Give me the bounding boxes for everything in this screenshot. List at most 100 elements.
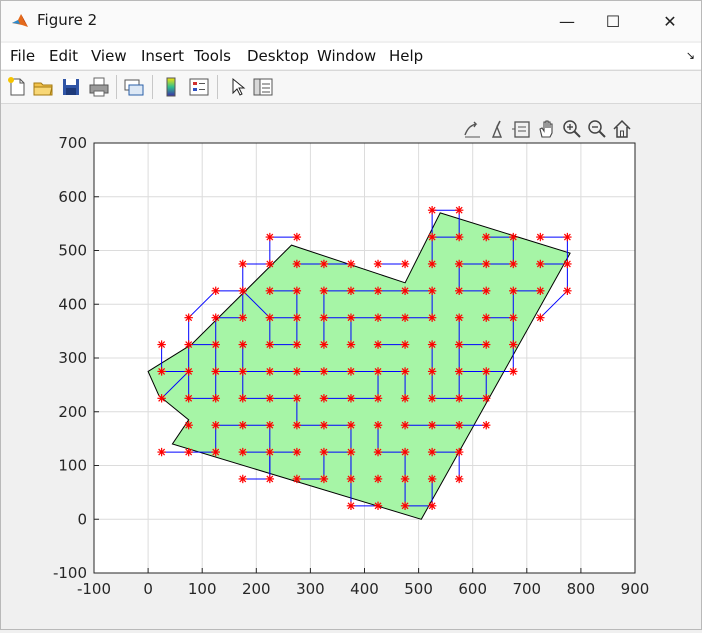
menu-tools[interactable]: Tools <box>194 47 231 65</box>
y-tick-label: 500 <box>58 242 87 260</box>
star-marker <box>157 394 166 403</box>
star-marker <box>292 313 302 322</box>
star-marker <box>292 420 302 430</box>
star-marker <box>184 313 193 322</box>
print-icon[interactable] <box>88 76 110 98</box>
star-marker <box>265 259 275 269</box>
toolbar-separator <box>217 75 218 99</box>
star-marker <box>427 286 437 296</box>
open-file-icon[interactable] <box>32 76 54 98</box>
star-marker <box>319 259 329 269</box>
star-marker <box>482 367 491 376</box>
curved-arrow-icon[interactable]: ↘ <box>685 49 695 62</box>
maximize-button[interactable]: ☐ <box>590 1 636 41</box>
legend-icon[interactable] <box>188 76 210 98</box>
menu-view[interactable]: View <box>91 47 127 65</box>
data-tips-icon[interactable] <box>512 121 530 138</box>
star-marker <box>454 313 464 322</box>
menu-help[interactable]: Help <box>389 47 424 65</box>
star-marker <box>319 394 329 403</box>
star-marker <box>373 420 383 430</box>
star-marker <box>482 394 491 403</box>
title-bar: Figure 2 — ☐ ✕ <box>1 1 701 41</box>
star-marker <box>292 474 302 484</box>
star-marker <box>400 474 410 484</box>
star-marker <box>509 367 518 376</box>
x-tick-label: 100 <box>188 580 217 598</box>
star-marker <box>319 367 329 376</box>
star-marker <box>454 259 464 269</box>
star-marker <box>238 340 247 349</box>
figure-toolbar <box>1 70 701 104</box>
star-marker <box>238 394 247 403</box>
x-tick-label: 500 <box>404 580 433 598</box>
star-marker <box>454 447 464 457</box>
y-tick-label: 700 <box>58 134 87 152</box>
star-marker <box>427 501 437 511</box>
star-marker <box>373 447 383 457</box>
star-marker <box>319 474 329 484</box>
export-icon[interactable] <box>464 121 480 138</box>
star-marker <box>454 205 464 215</box>
star-marker <box>157 367 166 376</box>
star-marker <box>427 205 437 215</box>
home-icon[interactable] <box>613 119 631 138</box>
star-marker <box>373 286 383 296</box>
property-inspector-icon[interactable] <box>252 76 274 98</box>
star-marker <box>265 340 275 349</box>
x-tick-label: 600 <box>458 580 487 598</box>
menu-bar: File Edit View Insert Tools Desktop Wind… <box>1 43 701 69</box>
colorbar-icon[interactable] <box>160 76 182 98</box>
star-marker <box>427 474 437 484</box>
star-marker <box>509 259 518 269</box>
star-marker <box>184 447 193 457</box>
menu-file[interactable]: File <box>10 47 36 65</box>
star-marker <box>265 474 275 484</box>
star-marker <box>346 447 356 457</box>
minimize-icon: — <box>559 11 575 31</box>
menu-edit[interactable]: Edit <box>49 47 79 65</box>
link-plot-icon[interactable] <box>123 76 145 98</box>
star-marker <box>346 501 356 511</box>
star-marker <box>427 340 437 349</box>
star-marker <box>211 286 220 296</box>
star-marker <box>427 394 437 403</box>
star-marker <box>346 394 356 403</box>
y-tick-label: 600 <box>58 188 87 206</box>
y-tick-label: 0 <box>77 510 87 528</box>
save-icon[interactable] <box>60 76 82 98</box>
close-icon: ✕ <box>663 11 677 31</box>
star-marker <box>211 313 220 322</box>
edit-plot-arrow-icon[interactable] <box>226 76 248 98</box>
star-marker <box>373 259 383 269</box>
toolbar-separator <box>116 75 117 99</box>
menu-desktop[interactable]: Desktop <box>247 47 309 65</box>
menu-insert[interactable]: Insert <box>141 47 185 65</box>
brush-icon[interactable] <box>491 120 503 138</box>
close-button[interactable]: ✕ <box>647 1 693 41</box>
star-marker <box>211 367 220 376</box>
zoom-out-icon[interactable] <box>588 120 606 138</box>
minimize-button[interactable]: — <box>544 1 590 41</box>
y-tick-label: 400 <box>58 295 87 313</box>
x-tick-label: 700 <box>512 580 541 598</box>
star-marker <box>563 232 572 242</box>
new-figure-icon[interactable] <box>6 76 28 98</box>
star-marker <box>454 286 464 296</box>
star-marker <box>157 340 166 349</box>
star-marker <box>238 367 247 376</box>
x-tick-label: 800 <box>567 580 596 598</box>
star-marker <box>238 474 247 484</box>
star-marker <box>400 501 410 511</box>
star-marker <box>509 232 518 242</box>
star-marker <box>265 367 275 376</box>
zoom-in-icon[interactable] <box>563 120 581 138</box>
star-marker <box>563 286 572 296</box>
figure-canvas: -100 0 100 200 300 400 500 600 700 800 900 -100 0 100… <box>1 104 701 629</box>
star-marker <box>536 313 545 322</box>
menu-window[interactable]: Window <box>317 47 377 65</box>
x-tick-label: 400 <box>350 580 379 598</box>
path-segment <box>161 371 190 399</box>
x-tick-label: 0 <box>143 580 153 598</box>
pan-icon[interactable] <box>539 120 553 138</box>
